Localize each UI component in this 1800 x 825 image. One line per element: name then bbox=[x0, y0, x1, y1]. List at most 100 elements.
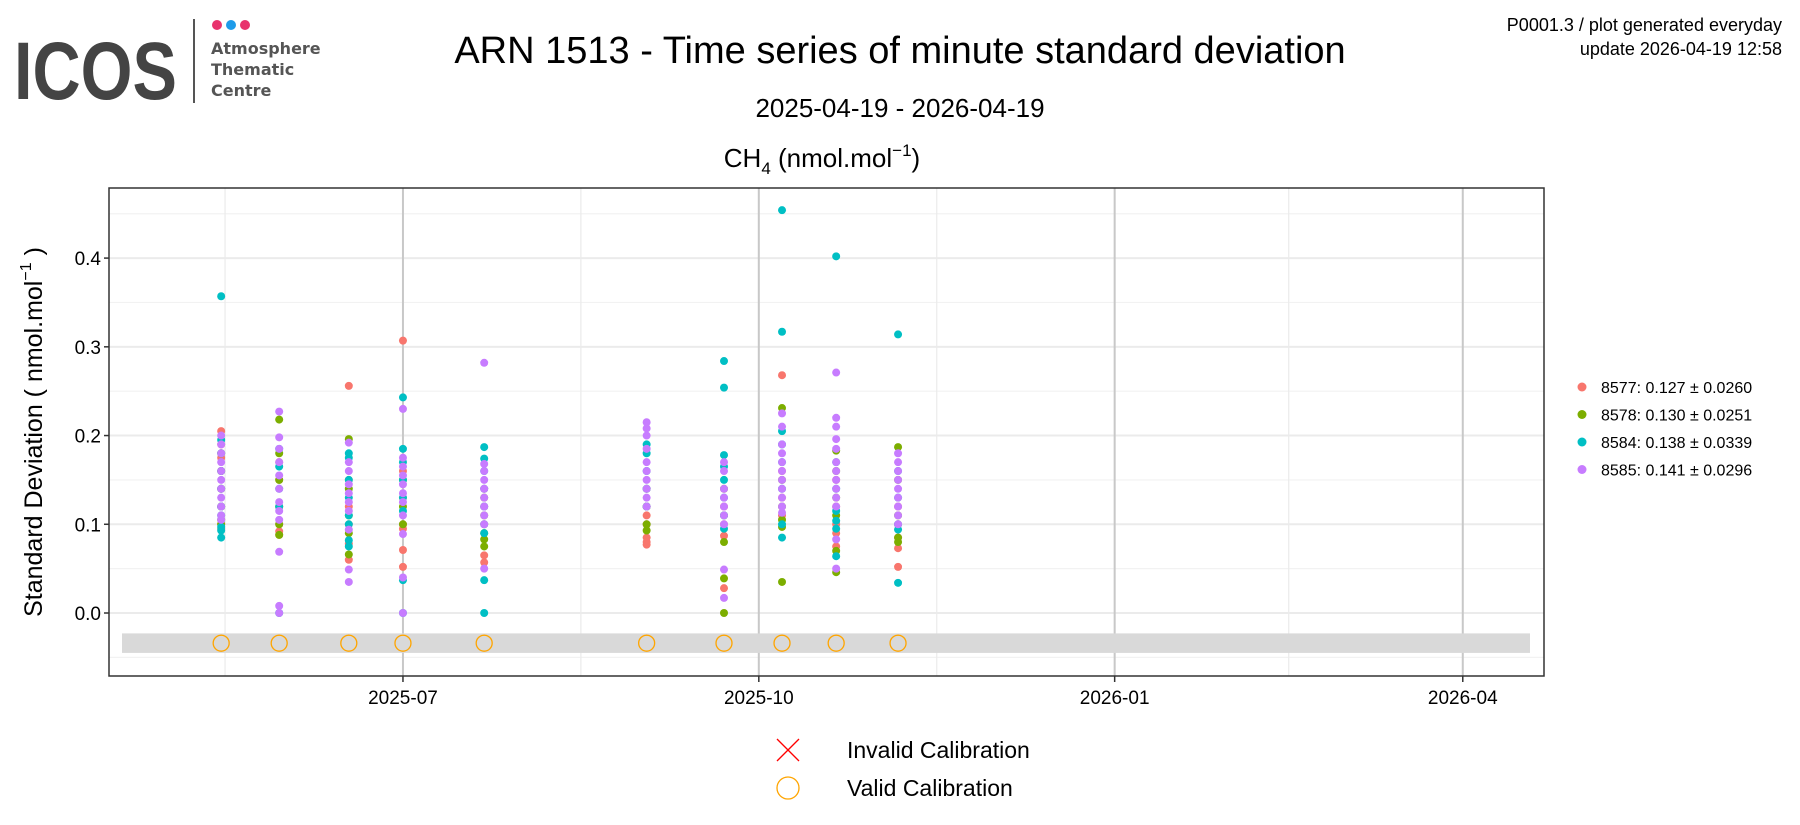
data-point-8577 bbox=[398, 562, 407, 571]
data-point-8585 bbox=[778, 508, 787, 517]
data-point-8585 bbox=[778, 449, 787, 458]
valid-calibration-circle-icon bbox=[776, 776, 800, 800]
data-point-8584 bbox=[720, 383, 728, 392]
info-line-2: update 2026-04-19 12:58 bbox=[1580, 39, 1782, 59]
data-point-8585 bbox=[642, 467, 651, 476]
x-tick-label: 2026-01 bbox=[1080, 688, 1150, 709]
data-point-8585 bbox=[832, 484, 841, 493]
y-tick-label: 0.3 bbox=[75, 338, 101, 359]
logo-dot-2 bbox=[226, 20, 236, 30]
data-point-8585 bbox=[217, 484, 226, 493]
data-point-8585 bbox=[480, 475, 489, 484]
data-point-8578 bbox=[344, 550, 353, 559]
chart-subtitle: 2025-04-19 - 2026-04-19 bbox=[755, 93, 1044, 123]
calibration-markers bbox=[212, 634, 907, 652]
data-point-8585 bbox=[894, 493, 903, 502]
legend-marker-8584 bbox=[1577, 437, 1587, 447]
data-point-8585 bbox=[480, 358, 489, 367]
data-point-8585 bbox=[720, 511, 728, 520]
data-point-8585 bbox=[217, 475, 226, 484]
data-point-8585 bbox=[832, 467, 841, 476]
data-point-8578 bbox=[894, 443, 903, 452]
data-point-8585 bbox=[894, 484, 903, 493]
valid-calibration-marker bbox=[827, 634, 845, 652]
data-point-8585 bbox=[778, 458, 787, 467]
data-point-8585 bbox=[480, 467, 489, 476]
data-point-8584 bbox=[832, 516, 841, 525]
data-point-8585 bbox=[720, 467, 728, 476]
data-point-8585 bbox=[344, 489, 353, 498]
data-point-8584 bbox=[720, 357, 728, 366]
data-point-8585 bbox=[832, 564, 841, 573]
data-point-8577 bbox=[398, 336, 407, 345]
data-point-8585 bbox=[642, 493, 651, 502]
data-point-8585 bbox=[832, 502, 841, 511]
valid-calibration-marker bbox=[889, 634, 907, 652]
y-tick-label: 0.4 bbox=[75, 249, 102, 270]
data-point-8585 bbox=[275, 484, 284, 493]
data-point-8585 bbox=[642, 418, 651, 427]
logo-brand: ICOS bbox=[14, 26, 177, 117]
data-point-8584 bbox=[217, 533, 226, 542]
data-point-8578 bbox=[642, 526, 651, 535]
data-point-8585 bbox=[720, 593, 728, 602]
data-point-8577 bbox=[720, 584, 728, 593]
data-point-8585 bbox=[217, 502, 226, 511]
data-point-8578 bbox=[275, 530, 284, 539]
logo-line-1: Atmosphere bbox=[211, 39, 321, 58]
data-point-8585 bbox=[344, 565, 353, 574]
data-point-8577 bbox=[778, 371, 787, 380]
data-point-8585 bbox=[832, 535, 841, 544]
chart-title: ARN 1513 - Time series of minute standar… bbox=[454, 30, 1345, 72]
valid-calibration-label: Valid Calibration bbox=[847, 775, 1013, 801]
data-point-8585 bbox=[832, 435, 841, 444]
data-point-8585 bbox=[275, 547, 284, 556]
data-point-8585 bbox=[778, 493, 787, 502]
data-point-8585 bbox=[217, 493, 226, 502]
data-point-8585 bbox=[398, 609, 407, 618]
calibration-legend: Invalid Calibration Valid Calibration bbox=[776, 737, 1030, 801]
data-point-8585 bbox=[344, 458, 353, 467]
data-point-8585 bbox=[642, 424, 651, 433]
data-point-8585 bbox=[344, 438, 353, 447]
data-point-8578 bbox=[720, 538, 728, 547]
data-point-8585 bbox=[832, 368, 841, 377]
data-point-8585 bbox=[642, 484, 651, 493]
data-point-8585 bbox=[832, 493, 841, 502]
data-point-8584 bbox=[720, 451, 728, 460]
data-point-8578 bbox=[480, 535, 489, 544]
data-point-8585 bbox=[398, 573, 407, 582]
data-point-8578 bbox=[398, 520, 407, 529]
data-point-8585 bbox=[275, 433, 284, 442]
valid-calibration-marker bbox=[715, 634, 733, 652]
data-point-8585 bbox=[832, 458, 841, 467]
data-point-8585 bbox=[778, 440, 787, 449]
data-point-8577 bbox=[480, 551, 489, 560]
legend-marker-8585 bbox=[1577, 465, 1587, 474]
data-point-8585 bbox=[344, 506, 353, 515]
data-point-8584 bbox=[832, 552, 841, 561]
data-point-8585 bbox=[275, 601, 284, 610]
data-point-8578 bbox=[480, 542, 489, 551]
data-point-8585 bbox=[642, 458, 651, 467]
data-point-8585 bbox=[894, 520, 903, 529]
data-point-8585 bbox=[832, 475, 841, 484]
info-line-1: P0001.3 / plot generated everyday bbox=[1507, 15, 1782, 35]
data-point-8585 bbox=[480, 459, 489, 468]
legend-label-8585: 8585: 0.141 ± 0.0296 bbox=[1601, 463, 1752, 480]
data-point-8585 bbox=[832, 422, 841, 431]
data-point-8585 bbox=[275, 471, 284, 480]
plot-background bbox=[109, 188, 1544, 676]
data-point-8585 bbox=[344, 577, 353, 586]
data-point-8585 bbox=[275, 498, 284, 507]
data-point-8584 bbox=[398, 393, 407, 402]
data-point-8585 bbox=[217, 458, 226, 467]
calibration-band bbox=[122, 633, 1530, 653]
data-point-8585 bbox=[894, 449, 903, 458]
logo-line-3: Centre bbox=[211, 81, 272, 100]
data-point-8578 bbox=[720, 609, 728, 618]
data-point-8585 bbox=[480, 520, 489, 529]
data-point-8577 bbox=[642, 511, 651, 520]
data-point-8585 bbox=[398, 404, 407, 413]
